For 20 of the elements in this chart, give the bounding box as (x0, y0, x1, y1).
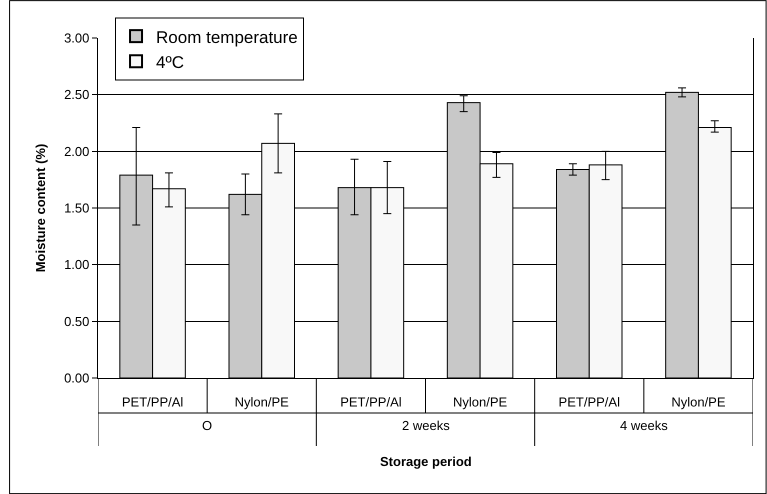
y-tick-label: 1.50 (64, 200, 90, 216)
x-tick-label: PET/PP/Al (340, 394, 402, 410)
text: O (202, 418, 212, 433)
legend-label: Room temperature (156, 28, 298, 47)
y-tick-label: 2.50 (64, 87, 90, 102)
x-axis-title: Storage period (380, 454, 472, 469)
x-tick-label: PET/PP/Al (122, 394, 184, 410)
x-tick-label: Nylon/PE (234, 394, 290, 410)
y-tick-label: 3.00 (64, 30, 90, 46)
x-tick-label: Nylon/PE (452, 394, 508, 410)
y-tick-label: 2.00 (64, 144, 90, 159)
y-tick-label: 1.00 (64, 257, 90, 272)
y-tick-label: 0.50 (64, 314, 90, 329)
text: 2 weeks (402, 418, 450, 433)
x-tick-label: Nylon/PE (671, 394, 726, 410)
y-tick-label: 0.00 (64, 370, 90, 386)
legend-label: 4ºC (156, 52, 184, 72)
y-axis-title: Moisture content (%) (33, 144, 48, 272)
x-tick-label: PET/PP/Al (558, 394, 620, 410)
text: 4 weeks (620, 418, 668, 433)
